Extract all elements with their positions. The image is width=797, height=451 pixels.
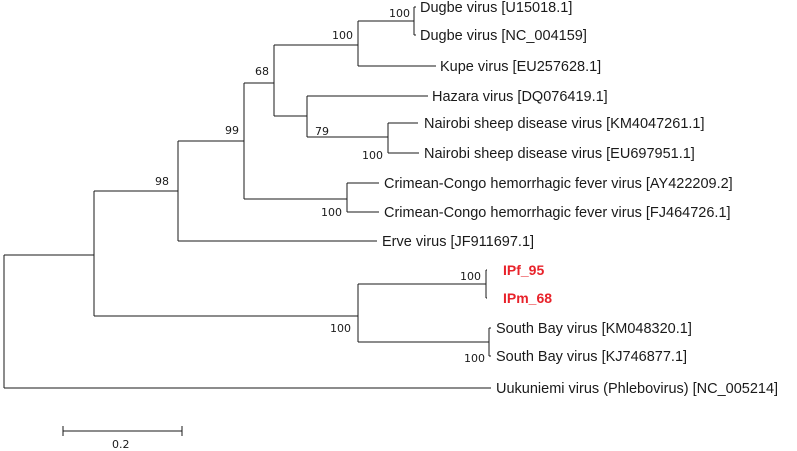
taxon-label: Kupe virus [EU257628.1] [440,59,601,75]
bootstrap-value: 100 [389,7,410,20]
taxon-label: Nairobi sheep disease virus [EU697951.1] [424,146,695,162]
highlighted-taxon-label: IPf_95 [503,262,544,278]
bootstrap-value: 100 [330,322,351,335]
scale-bar: 0.2 [62,426,183,451]
taxon-label: Nairobi sheep disease virus [KM4047261.1… [424,116,705,132]
highlighted-taxon-label: IPm_68 [503,290,552,306]
bootstrap-value: 100 [464,352,485,365]
bootstrap-value: 100 [332,29,353,42]
bootstrap-value: 98 [155,175,169,188]
taxon-label: South Bay virus [KJ746877.1] [496,349,687,365]
bootstrap-values: 100 100 68 79 100 99 100 98 100 100 100 [155,7,485,365]
taxon-labels: Dugbe virus [U15018.1] Dugbe virus [NC_0… [382,0,778,397]
taxon-label: Crimean-Congo hemorrhagic fever virus [F… [384,205,731,221]
scale-bar-label: 0.2 [112,438,130,451]
bootstrap-value: 99 [225,124,239,137]
bootstrap-value: 68 [255,65,269,78]
taxon-label: Crimean-Congo hemorrhagic fever virus [A… [384,176,733,192]
bootstrap-value: 79 [315,125,329,138]
taxon-label: Dugbe virus [U15018.1] [420,0,572,16]
taxon-label: Dugbe virus [NC_004159] [420,28,587,44]
tree-branches [3,6,491,389]
taxon-label: Hazara virus [DQ076419.1] [432,89,608,105]
taxon-label: Uukuniemi virus (Phlebovirus) [NC_005214… [496,381,778,397]
bootstrap-value: 100 [460,270,481,283]
taxon-label: Erve virus [JF911697.1] [382,234,534,250]
taxon-label: South Bay virus [KM048320.1] [496,321,692,337]
bootstrap-value: 100 [321,206,342,219]
bootstrap-value: 100 [362,149,383,162]
